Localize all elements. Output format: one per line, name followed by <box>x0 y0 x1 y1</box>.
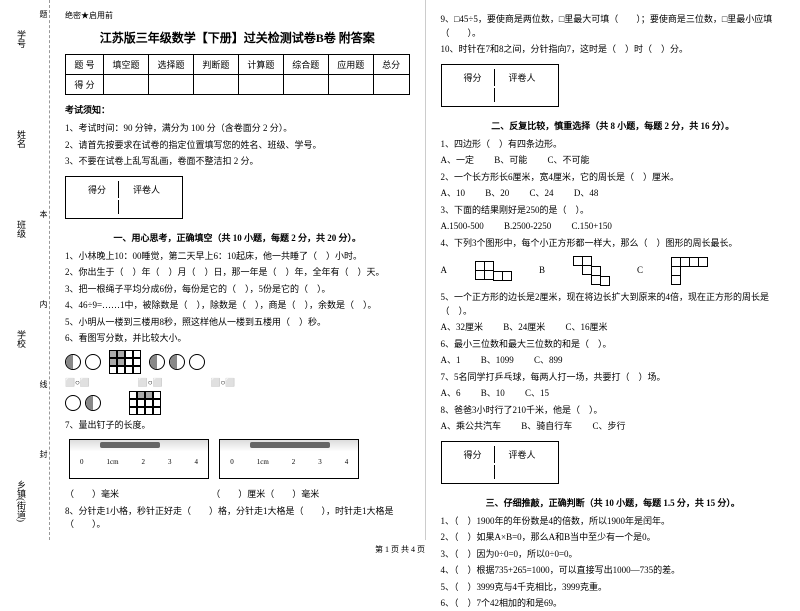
score-label: 得分 <box>452 69 495 86</box>
right-column: 9、□45÷5，要使商是两位数，□里最大可填（ ）；要使商是三位数，□里最小应填… <box>426 0 800 540</box>
cut-label: 题 <box>38 10 49 18</box>
q: 8、爸爸3小时行了210千米，他是（ ）。 <box>441 404 786 418</box>
opts: A、1 B、1099 C、899 <box>441 354 786 368</box>
section2-title: 二、反复比较，慎重选择（共 8 小题，每题 2 分，共 16 分）。 <box>441 119 786 132</box>
notice-item: 2、请首先按要求在试卷的指定位置填写您的姓名、班级、学号。 <box>65 139 410 153</box>
q: 10、时针在7和8之间，分针指向7，这时是（ ）时（ ）分。 <box>441 43 786 57</box>
ruler-2: 01cm234 <box>219 439 359 479</box>
fraction-shapes-row1 <box>65 350 410 374</box>
q: 9、□45÷5，要使商是两位数，□里最大可填（ ）；要使商是三位数，□里最小应填… <box>441 13 786 40</box>
q: 1、四边形（ ）有四条边形。 <box>441 138 786 152</box>
cell[interactable] <box>104 75 149 95</box>
q: 2、（ ）如果A×B=0，那么A和B当中至少有一个是0。 <box>441 531 786 545</box>
q: 4、46÷9=……1中，被除数是（ ），除数是（ ），商是（ ），余数是（ ）。 <box>65 299 410 313</box>
score-label: 得分 <box>452 446 495 463</box>
opts: A.1500-500 B.2500-2250 C.150+150 <box>441 220 786 234</box>
grader-box: 得分 评卷人 <box>441 441 559 484</box>
q: 5、小明从一楼到三楼用8秒，照这样他从一楼到五楼用（ ）秒。 <box>65 316 410 330</box>
left-column: 绝密★启用前 江苏版三年级数学【下册】过关检测试卷B卷 附答案 题 号 填空题 … <box>50 0 426 540</box>
fraction-shapes-row3 <box>65 391 410 415</box>
q: 3、把一根绳子平均分成6份，每份是它的（ ），5份是它的（ ）。 <box>65 283 410 297</box>
th: 综合题 <box>283 55 328 75</box>
th: 题 号 <box>66 55 104 75</box>
cut-label: 内 <box>38 300 49 308</box>
th: 判断题 <box>193 55 238 75</box>
th: 应用题 <box>328 55 373 75</box>
q: 4、下列3个图形中，每个小正方形都一样大，那么（ ）图形的周长最长。 <box>441 237 786 251</box>
grader-label: 评卷人 <box>497 446 548 463</box>
q: 5、一个正方形的边长是2厘米，现在将边长扩大到原来的4倍，现在正方形的周长是（ … <box>441 291 786 318</box>
q: 3、下面的结果刚好是250的是（ ）。 <box>441 204 786 218</box>
fraction-shapes-row2: ⬜○⬜ ⬜○⬜ ⬜○⬜ <box>65 378 410 387</box>
opts: A、一定 B、可能 C、不可能 <box>441 154 786 168</box>
label-id: 学号 <box>15 30 28 48</box>
q: 6、最小三位数和最大三位数的和是（ ）。 <box>441 338 786 352</box>
q: 6、看图写分数，并比较大小。 <box>65 332 410 346</box>
grader-box: 得分 评卷人 <box>441 64 559 107</box>
ans-b: （ ）厘米（ ）毫米 <box>211 489 319 499</box>
ans-a: （ ）毫米 <box>65 489 119 499</box>
q: 1、（ ）1900年的年份数是4的倍数，所以1900年是闰年。 <box>441 515 786 529</box>
q: 4、（ ）根据735+265=1000，可以直接写出1000—735的差。 <box>441 564 786 578</box>
cut-label: 线 <box>38 380 49 388</box>
q: 7、5名同学打乒乓球，每两人打一场，共要打（ ）场。 <box>441 371 786 385</box>
exam-title: 江苏版三年级数学【下册】过关检测试卷B卷 附答案 <box>65 29 410 46</box>
grader-label: 评卷人 <box>497 69 548 86</box>
q: 1、小林晚上10：00睡觉，第二天早上6：10起床，他一共睡了（ ）小时。 <box>65 250 410 264</box>
th: 选择题 <box>148 55 193 75</box>
score-label: 得分 <box>76 181 119 198</box>
th: 计算题 <box>238 55 283 75</box>
grader-box: 得分 评卷人 <box>65 176 183 219</box>
cell[interactable] <box>328 75 373 95</box>
score-table: 题 号 填空题 选择题 判断题 计算题 综合题 应用题 总分 得 分 <box>65 54 410 95</box>
confidential-text: 绝密★启用前 <box>65 10 410 21</box>
q: 8、分针走1小格，秒针正好走（ ）格，分针走1大格是（ ），时针走1大格是（ ）… <box>65 505 410 532</box>
q: 3、（ ）因为0÷0=0，所以0÷0=0。 <box>441 548 786 562</box>
binding-sidebar: 学号 姓名 班级 学校 乡镇(街道) 题 本 内 线 封 <box>0 0 50 540</box>
ruler-answers: （ ）毫米 （ ）厘米（ ）毫米 <box>65 488 410 502</box>
cell[interactable] <box>193 75 238 95</box>
opts: A、6 B、10 C、15 <box>441 387 786 401</box>
tetrominoes: A B C <box>441 256 786 285</box>
grader-label: 评卷人 <box>121 181 172 198</box>
notice-item: 1、考试时间：90 分钟，满分为 100 分（含卷面分 2 分）。 <box>65 122 410 136</box>
cell[interactable] <box>148 75 193 95</box>
label-name: 姓名 <box>15 130 28 148</box>
opts: A、10 B、20 C、24 D、48 <box>441 187 786 201</box>
notice-item: 3、不要在试卷上乱写乱画，卷面不整洁扣 2 分。 <box>65 155 410 169</box>
section1-title: 一、用心思考，正确填空（共 10 小题，每题 2 分，共 20 分）。 <box>65 231 410 244</box>
section3-title: 三、仔细推敲，正确判断（共 10 小题，每题 1.5 分，共 15 分）。 <box>441 496 786 509</box>
notice-title: 考试须知： <box>65 103 410 116</box>
cell[interactable] <box>238 75 283 95</box>
th: 总分 <box>373 55 409 75</box>
cell[interactable] <box>373 75 409 95</box>
opts: A、乘公共汽车 B、骑自行车 C、步行 <box>441 420 786 434</box>
cut-label: 本 <box>38 210 49 218</box>
label-class: 班级 <box>15 220 28 238</box>
ruler-1: 01cm234 <box>69 439 209 479</box>
cell[interactable] <box>283 75 328 95</box>
row-label: 得 分 <box>66 75 104 95</box>
label-town: 乡镇(街道) <box>15 480 28 522</box>
cut-label: 封 <box>38 450 49 458</box>
rulers: 01cm234 01cm234 <box>65 435 410 485</box>
th: 填空题 <box>104 55 149 75</box>
q: 2、你出生于（ ）年（ ）月（ ）日，那一年是（ ）年，全年有（ ）天。 <box>65 266 410 280</box>
q: 5、（ ）3999克与4千克相比，3999克重。 <box>441 581 786 595</box>
q: 6、（ ）7个42相加的和是69。 <box>441 597 786 611</box>
opts: A、32厘米 B、24厘米 C、16厘米 <box>441 321 786 335</box>
label-school: 学校 <box>15 330 28 348</box>
q: 7、量出钉子的长度。 <box>65 419 410 433</box>
q: 2、一个长方形长6厘米，宽4厘米，它的周长是（ ）厘米。 <box>441 171 786 185</box>
